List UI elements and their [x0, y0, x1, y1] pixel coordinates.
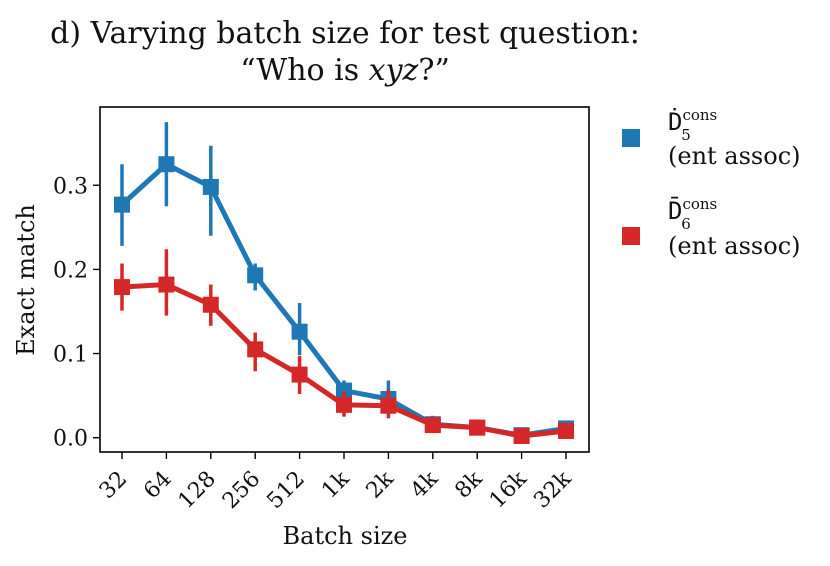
chart-title-line1: d) Varying batch size for test question:	[50, 16, 640, 51]
data-point	[247, 267, 264, 284]
data-point	[558, 422, 574, 439]
legend-label2-series-1: (ent assoc)	[668, 232, 801, 260]
x-tick-label: 4k	[406, 466, 443, 503]
x-tick-label: 2k	[362, 466, 399, 503]
data-point	[469, 419, 486, 436]
legend-label2-series-0: (ent assoc)	[668, 142, 801, 170]
series-1	[114, 249, 574, 445]
data-point	[158, 276, 175, 293]
x-tick-label: 1k	[317, 466, 354, 503]
x-tick-label: 128	[174, 467, 221, 514]
legend-swatch-series-1	[622, 227, 640, 245]
data-point	[247, 341, 264, 358]
data-point	[114, 196, 130, 213]
data-point	[291, 323, 308, 340]
data-point	[291, 366, 308, 383]
x-tick-label: 512	[262, 467, 309, 514]
legend-swatch-series-0	[622, 129, 640, 147]
x-tick-label: 64	[139, 467, 176, 504]
data-point	[202, 296, 219, 313]
legend-label-series-1: D̄cons 6	[668, 195, 717, 233]
data-point	[114, 279, 130, 296]
data-point	[424, 417, 441, 434]
y-axis-label: Exact match	[12, 204, 40, 356]
x-axis-label: Batch size	[283, 522, 408, 550]
data-point	[202, 178, 219, 195]
data-point	[513, 428, 530, 445]
x-tick-label: 32k	[529, 466, 576, 513]
x-tick-label: 16k	[485, 466, 532, 513]
legend-label-series-0: Ḋcons 5	[668, 106, 717, 144]
data-point	[380, 397, 397, 414]
series-layer	[114, 122, 574, 445]
x-tick-label: 256	[218, 467, 265, 514]
legend-item-series-0: Ḋcons 5 (ent assoc)	[622, 106, 801, 170]
legend: Ḋcons 5 (ent assoc) D̄cons 6 (ent assoc)	[622, 106, 801, 260]
x-tick-label: 32	[95, 467, 132, 504]
x-tick-label: 8k	[450, 466, 487, 503]
y-tick-label: 0.3	[53, 174, 88, 199]
y-axis: 0.0 0.1 0.2 0.3	[53, 174, 100, 452]
y-tick-label: 0.1	[53, 343, 88, 368]
legend-item-series-1: D̄cons 6 (ent assoc)	[622, 195, 801, 260]
y-tick-label: 0.2	[53, 258, 88, 283]
y-tick-label: 0.0	[53, 427, 88, 452]
data-point	[158, 156, 175, 173]
data-point	[336, 382, 352, 399]
data-point	[336, 396, 352, 413]
chart-title-line2: “Who is xyz?”	[240, 53, 450, 88]
